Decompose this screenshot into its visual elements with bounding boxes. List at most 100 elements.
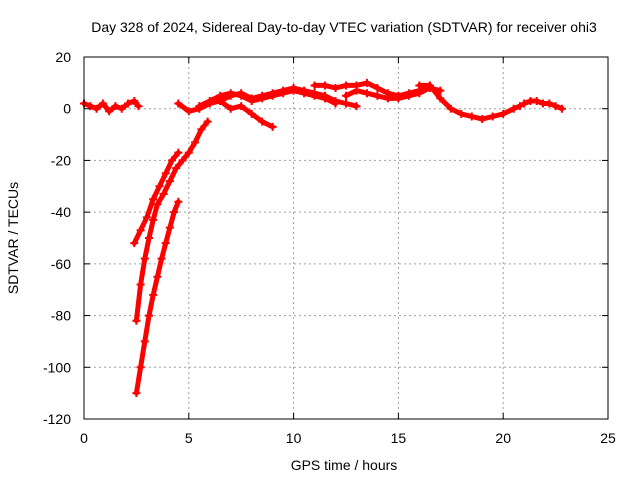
data-point: [551, 102, 560, 111]
data-point: [124, 99, 133, 108]
data-point: [195, 102, 204, 111]
data-point: [136, 226, 145, 235]
data-point: [415, 81, 424, 90]
series-arc-3: [132, 117, 212, 325]
data-point: [279, 86, 288, 95]
data-point: [258, 91, 267, 100]
data-point: [142, 213, 151, 222]
data-point: [203, 117, 212, 126]
data-point: [404, 91, 413, 100]
y-tick-label: 0: [63, 101, 71, 117]
data-point: [415, 89, 424, 98]
data-point: [105, 107, 114, 116]
data-point: [488, 112, 497, 121]
data-point: [321, 81, 330, 90]
y-axis-label: SDTVAR / TECUs: [5, 182, 21, 294]
series-trace: [175, 98, 276, 130]
y-tick-label: -40: [51, 204, 71, 220]
data-point: [117, 104, 126, 113]
data-point: [111, 102, 120, 111]
y-tick-label: -120: [43, 411, 71, 427]
y-tick-label: -100: [43, 359, 71, 375]
data-point: [362, 89, 371, 98]
data-point: [155, 182, 164, 191]
plot-frame: [83, 56, 609, 420]
data-point: [373, 84, 382, 93]
data-point: [153, 272, 162, 281]
data-point: [352, 102, 361, 111]
chart-title: Day 328 of 2024, Sidereal Day-to-day VTE…: [91, 19, 597, 35]
data-point: [165, 223, 174, 232]
series-arc-1: [80, 96, 143, 116]
series-arc-2: [130, 148, 183, 248]
data-point: [300, 86, 309, 95]
data-point: [226, 104, 235, 113]
data-point: [144, 234, 153, 242]
data-point: [373, 91, 382, 100]
data-point: [174, 99, 183, 108]
data-point: [436, 86, 445, 95]
data-point: [136, 280, 145, 289]
data-point: [153, 200, 162, 209]
data-point: [140, 337, 149, 346]
data-point: [520, 99, 529, 108]
data-point: [161, 239, 170, 248]
data-point: [149, 195, 158, 204]
x-tick-label: 20: [495, 430, 511, 446]
data-point: [130, 239, 139, 248]
data-point: [394, 94, 403, 103]
y-tick-label: -80: [51, 308, 71, 324]
data-point: [467, 112, 476, 121]
series-trace: [81, 98, 141, 114]
series-arc-7: [216, 84, 361, 111]
data-point: [144, 311, 153, 320]
data-point: [545, 99, 554, 108]
series-arc-4: [132, 197, 183, 398]
data-point: [352, 86, 361, 95]
series-arc-10: [415, 81, 524, 124]
x-tick-label: 25: [600, 430, 616, 446]
data-point: [226, 91, 235, 100]
data-point: [130, 96, 139, 105]
data-point: [174, 197, 183, 206]
x-tick-label: 0: [80, 430, 88, 446]
data-point: [499, 109, 508, 118]
data-point: [134, 102, 143, 111]
data-point: [170, 208, 179, 217]
data-point: [132, 316, 141, 325]
series-arc-6: [195, 86, 340, 111]
data-point: [98, 99, 107, 108]
data-point: [509, 104, 518, 113]
data-point: [247, 109, 256, 118]
data-point: [457, 109, 466, 118]
data-point: [289, 84, 298, 93]
data-point: [247, 94, 256, 103]
data-point: [161, 169, 170, 178]
data-point: [205, 96, 214, 105]
data-point: [557, 104, 566, 113]
data-point: [342, 91, 350, 100]
data-point: [425, 81, 434, 90]
data-point: [86, 102, 95, 111]
data-point: [258, 117, 267, 126]
data-point: [436, 94, 445, 103]
data-point: [268, 89, 277, 98]
series-arc-11: [520, 96, 566, 113]
data-point: [140, 254, 149, 263]
marks-layer: [80, 78, 566, 398]
y-tick-label: -60: [51, 256, 71, 272]
data-point: [342, 99, 350, 108]
data-point: [92, 104, 101, 113]
data-point: [331, 84, 340, 93]
data-point: [149, 290, 158, 299]
data-point: [310, 89, 319, 98]
x-tick-label: 15: [391, 430, 407, 446]
data-point: [168, 156, 177, 165]
data-point: [184, 148, 193, 157]
axis-layer: 0 5 10 15 20 25 -120 -100 -80 -60 -40 -20 0 20: [43, 49, 616, 446]
data-point: [331, 96, 340, 105]
data-point: [237, 89, 246, 98]
data-point: [268, 122, 277, 131]
y-tick-label: -20: [51, 152, 71, 168]
